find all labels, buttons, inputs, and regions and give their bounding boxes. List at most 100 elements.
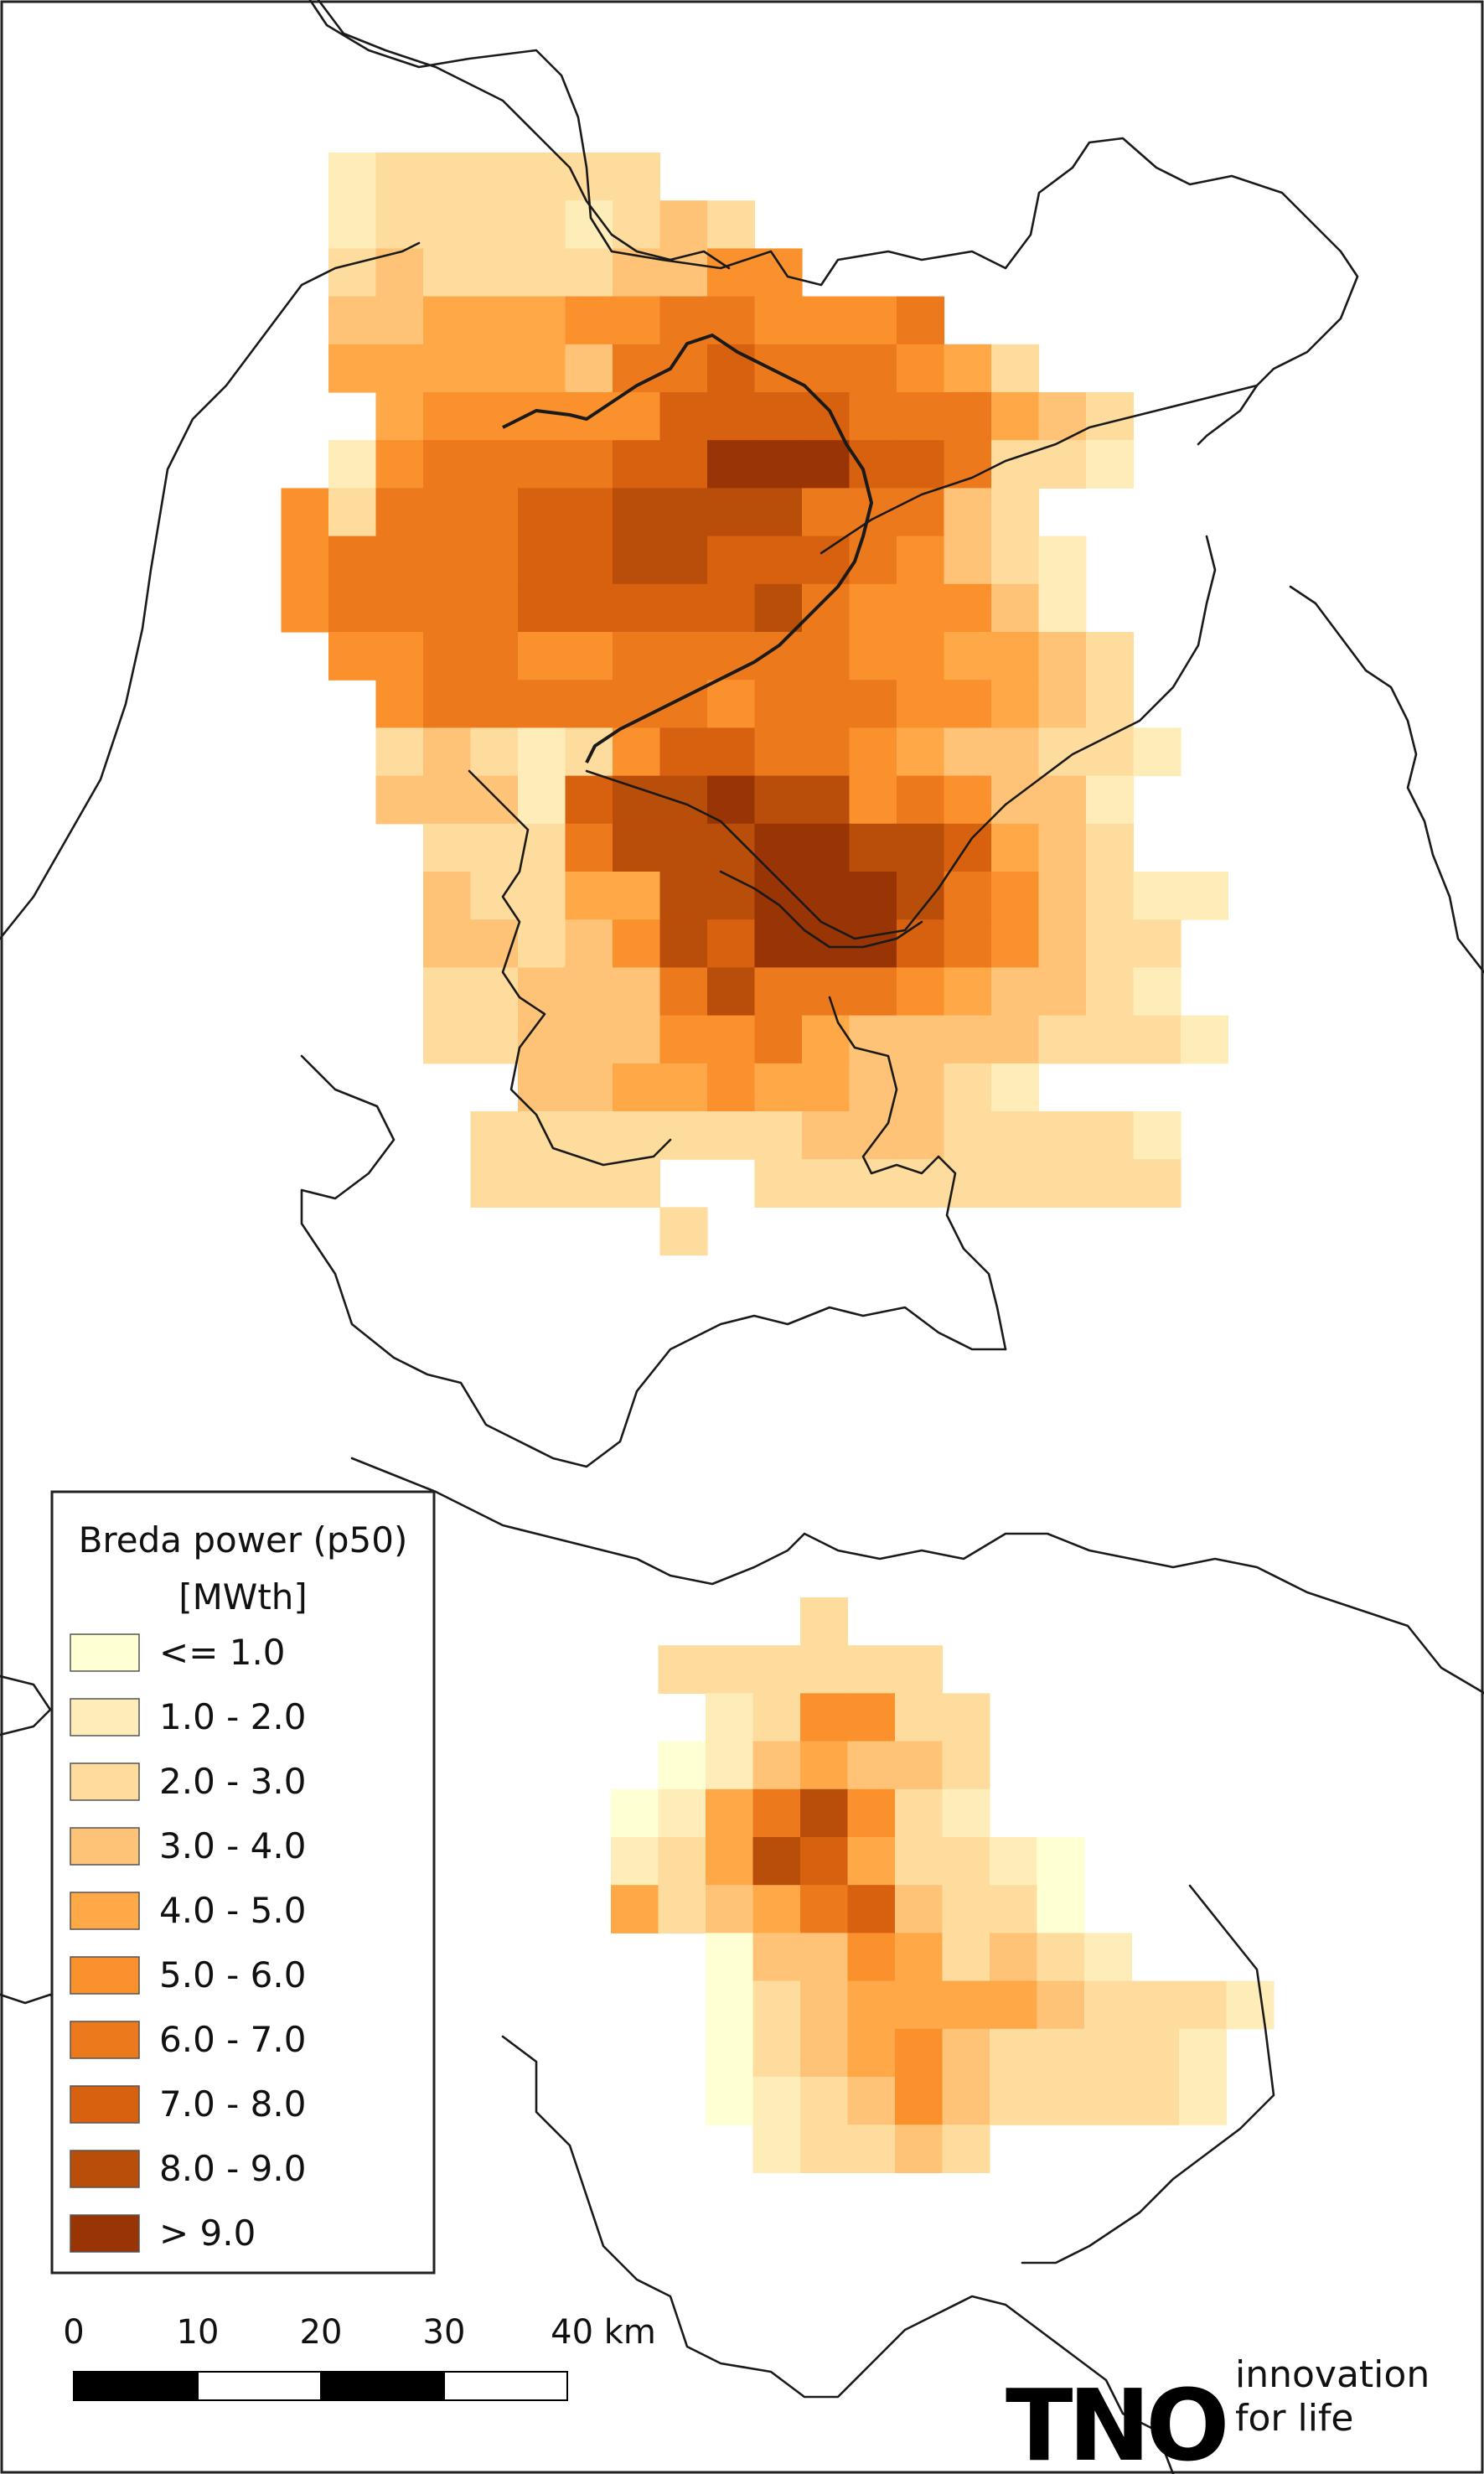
heat-cell: [707, 392, 756, 441]
heat-cell: [849, 823, 897, 872]
scale-segment-4: [443, 2371, 568, 2401]
heat-cell: [802, 823, 851, 872]
heat-cell: [1086, 919, 1135, 968]
heat-cell: [1086, 680, 1135, 728]
heat-cell: [613, 727, 661, 777]
heat-cell: [423, 680, 472, 728]
border-mid-boundary: [300, 1054, 1007, 1468]
heat-cell: [518, 727, 566, 777]
legend-label: 1.0 - 2.0: [159, 1696, 306, 1737]
heat-cell: [613, 1063, 661, 1112]
heat-cell: [518, 296, 566, 345]
heat-cell: [707, 1015, 756, 1064]
heat-cell: [470, 632, 519, 681]
heat-cell: [847, 2125, 896, 2173]
heat-cell: [991, 1063, 1040, 1112]
legend-swatch: [70, 1698, 140, 1736]
heat-cell: [659, 200, 708, 249]
heat-cell: [1131, 2077, 1180, 2125]
heat-cell: [991, 727, 1040, 777]
heat-cell: [706, 1741, 754, 1790]
heat-cell: [990, 2028, 1038, 2078]
heat-cell: [754, 583, 803, 633]
heat-cell: [990, 2077, 1038, 2125]
heat-cell: [1133, 1159, 1182, 1208]
heat-cell: [1086, 1015, 1135, 1064]
heat-cell: [706, 1933, 754, 1982]
coastline-west-boundary: [0, 241, 421, 940]
heat-cell: [752, 1741, 801, 1790]
heat-cell: [897, 392, 945, 441]
heat-cell: [423, 392, 472, 441]
heat-cell: [849, 775, 897, 825]
heat-cell: [281, 488, 329, 537]
heat-cell: [990, 1933, 1038, 1982]
heat-cell: [565, 296, 613, 345]
legend-swatch: [70, 2021, 140, 2059]
heat-cell: [328, 583, 377, 633]
heat-cell: [754, 823, 803, 872]
heat-cell: [847, 1885, 896, 1933]
heat-cell: [1038, 680, 1087, 728]
heat-cell: [1038, 775, 1087, 825]
heat-cell: [849, 583, 897, 633]
heat-cell: [707, 775, 756, 825]
heat-cell: [423, 153, 472, 201]
heat-cell: [754, 392, 803, 441]
heat-cell: [518, 775, 566, 825]
heat-cell: [518, 583, 566, 633]
heat-cell: [944, 632, 992, 681]
heat-cell: [565, 775, 613, 825]
legend-label: 8.0 - 9.0: [159, 2148, 306, 2189]
heat-cell: [328, 248, 377, 298]
heat-cell: [375, 200, 424, 249]
heat-cell: [1037, 1933, 1085, 1982]
heat-cell: [565, 1159, 613, 1208]
heat-cell: [1037, 1837, 1085, 1886]
heat-cell: [375, 583, 424, 633]
heat-cell: [423, 823, 472, 872]
heat-cell: [942, 2077, 990, 2125]
heat-cell: [800, 2077, 849, 2125]
coastline-north-boundary: [317, 0, 731, 270]
heat-cell: [706, 1693, 754, 1742]
heat-cell: [659, 1063, 708, 1112]
heat-cell: [423, 488, 472, 537]
heat-cell: [752, 1980, 801, 2030]
heat-cell: [470, 919, 519, 968]
heat-cell: [1086, 872, 1135, 920]
heat-cell: [1038, 872, 1087, 920]
heat-cell: [752, 2125, 801, 2173]
heat-cell: [707, 680, 756, 728]
heat-cell: [849, 872, 897, 920]
heat-cell: [470, 296, 519, 345]
heat-cell: [565, 583, 613, 633]
heat-cell: [847, 1741, 896, 1790]
heat-cell: [849, 680, 897, 728]
heat-cell: [613, 872, 661, 920]
heat-cell: [281, 583, 329, 633]
heat-cell: [706, 2077, 754, 2125]
heat-cell: [1086, 392, 1135, 441]
heat-cell: [991, 967, 1040, 1017]
heat-cell: [375, 440, 424, 489]
heat-cell: [470, 775, 519, 825]
heat-cell: [897, 1063, 945, 1112]
heat-cell: [895, 1885, 944, 1933]
heat-cell: [802, 536, 851, 585]
heat-cell: [802, 1111, 851, 1160]
heat-cell: [328, 296, 377, 345]
heat-cell: [375, 344, 424, 393]
heat-cell: [1133, 872, 1182, 920]
heat-cell: [991, 823, 1040, 872]
heat-cell: [754, 727, 803, 777]
heat-cell: [1133, 967, 1182, 1017]
heat-cell: [659, 727, 708, 777]
estuary-south-boundary: [585, 535, 1217, 940]
heat-cell: [423, 344, 472, 393]
legend-swatch: [70, 2214, 140, 2253]
heat-cell: [375, 488, 424, 537]
heat-cell: [470, 1159, 519, 1208]
tno-branding: TNO innovation for life: [1006, 2353, 1430, 2474]
